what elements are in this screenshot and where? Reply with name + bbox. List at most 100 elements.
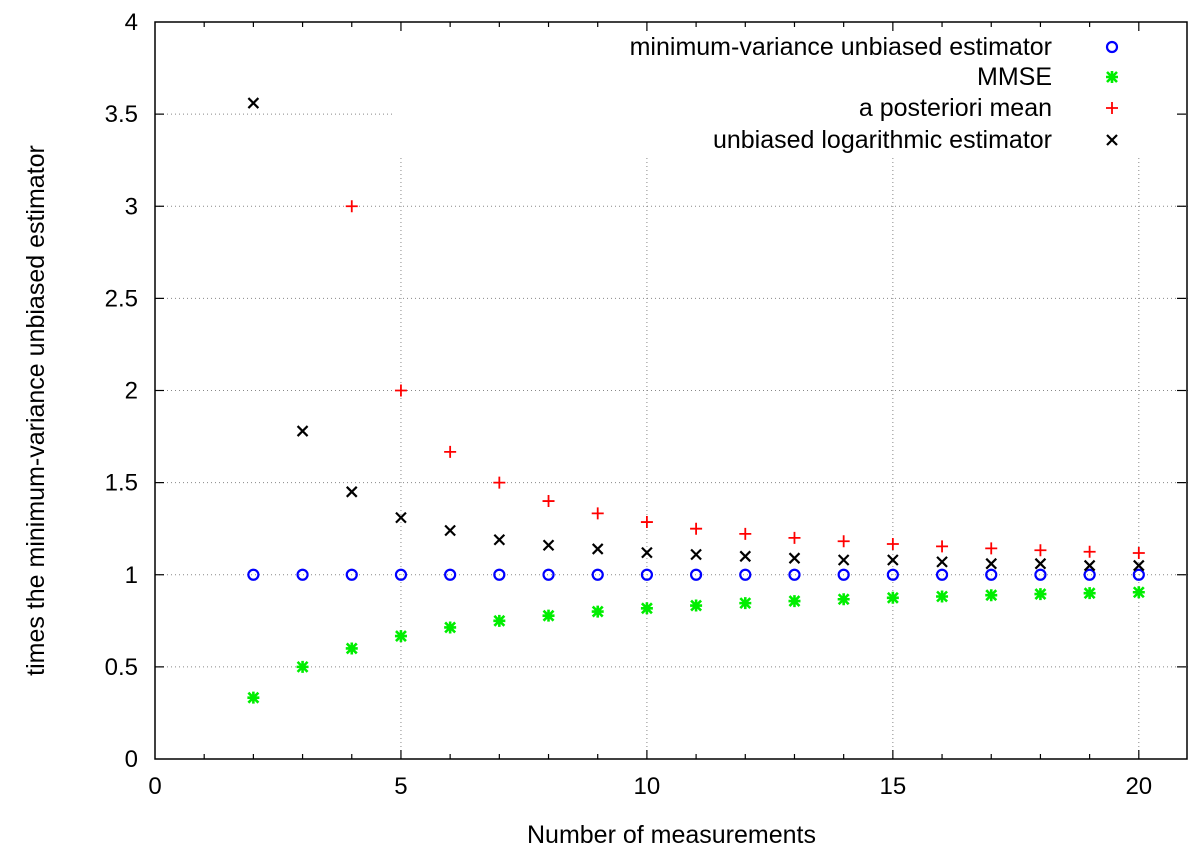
x-tick-label: 10 xyxy=(634,773,661,800)
x-tick-labels: 0 5 10 15 20 xyxy=(148,773,1152,800)
data-point xyxy=(985,589,998,602)
data-point xyxy=(444,524,456,537)
y-tick-label: 3.5 xyxy=(105,101,138,128)
y-tick-labels: 0 0.5 1 1.5 2 2.5 3 3.5 4 xyxy=(105,9,138,773)
data-point xyxy=(1034,588,1047,601)
data-point xyxy=(985,542,998,555)
data-point xyxy=(739,597,752,610)
y-tick-label: 1.5 xyxy=(105,470,138,497)
data-point xyxy=(1034,557,1047,570)
data-point xyxy=(886,537,899,550)
y-tick-label: 1 xyxy=(125,562,138,589)
data-point xyxy=(247,97,260,109)
data-point xyxy=(1132,568,1145,581)
data-point xyxy=(739,527,752,540)
data-point xyxy=(886,568,899,581)
data-point xyxy=(837,554,850,566)
data-point xyxy=(345,200,358,213)
data-point xyxy=(493,614,506,627)
data-point xyxy=(936,556,948,568)
data-point xyxy=(493,568,506,581)
series-0 xyxy=(247,568,1145,581)
data-point xyxy=(444,621,457,634)
legend-marker xyxy=(1105,40,1119,54)
y-tick-label: 2 xyxy=(125,378,138,405)
y-axis-title: times the minimum-variance unbiased esti… xyxy=(22,145,50,676)
data-point xyxy=(935,568,949,581)
series-2 xyxy=(345,200,1145,560)
x-tick-label: 0 xyxy=(148,773,161,800)
data-point xyxy=(837,568,850,581)
data-point xyxy=(689,568,703,581)
data-point xyxy=(1083,587,1096,600)
data-point xyxy=(345,568,358,581)
grid xyxy=(155,113,1188,759)
y-tick-label: 0.5 xyxy=(105,654,138,681)
data-point xyxy=(690,548,702,561)
data-point xyxy=(739,568,752,581)
data-point xyxy=(493,533,506,546)
data-point xyxy=(345,642,358,655)
data-point xyxy=(444,568,457,581)
data-point xyxy=(936,540,949,553)
data-point xyxy=(936,590,949,603)
legend-marker xyxy=(1106,71,1118,83)
data-point xyxy=(542,539,555,552)
data-point xyxy=(690,522,703,535)
legend-marker xyxy=(1106,102,1118,114)
y-tick-label: 3 xyxy=(125,193,138,220)
series-1 xyxy=(247,586,1145,704)
data-point xyxy=(1083,568,1096,581)
data-point xyxy=(394,384,407,397)
x-axis-title: Number of measurements xyxy=(527,821,816,849)
data-point xyxy=(690,599,703,612)
data-point xyxy=(542,568,555,581)
data-point xyxy=(788,568,801,581)
data-point xyxy=(296,660,309,673)
y-tick-label: 0 xyxy=(125,746,138,773)
data-point xyxy=(887,554,899,566)
data-point xyxy=(1034,544,1047,557)
data-point xyxy=(247,691,260,704)
data-point xyxy=(837,593,850,606)
data-point xyxy=(837,535,850,548)
data-point xyxy=(1083,545,1096,558)
data-point xyxy=(591,543,604,555)
data-point xyxy=(985,568,998,581)
legend-label: minimum-variance unbiased estimator xyxy=(630,33,1052,61)
data-point xyxy=(591,507,604,520)
data-point xyxy=(591,568,604,581)
legend-marker xyxy=(1106,134,1118,146)
data-markers xyxy=(247,97,1145,704)
data-point xyxy=(395,511,407,524)
data-point xyxy=(886,591,899,604)
y-tick-label: 2.5 xyxy=(105,285,138,312)
legend-label: unbiased logarithmic estimator xyxy=(713,126,1052,154)
data-point xyxy=(542,495,555,508)
data-point xyxy=(788,552,801,564)
data-point xyxy=(640,602,653,615)
data-point xyxy=(394,630,407,643)
data-point xyxy=(1132,547,1145,560)
data-point xyxy=(296,425,309,437)
data-point xyxy=(1132,586,1145,599)
x-tick-label: 20 xyxy=(1125,773,1152,800)
y-tick-label: 4 xyxy=(125,9,138,36)
data-point xyxy=(591,605,604,618)
data-point xyxy=(542,609,555,622)
series-3 xyxy=(247,97,1145,572)
data-point xyxy=(788,595,801,608)
data-point xyxy=(444,445,457,458)
data-point xyxy=(1133,559,1145,572)
legend-label: a posteriori mean xyxy=(859,94,1052,122)
data-point xyxy=(394,568,408,581)
data-point xyxy=(247,568,260,581)
data-point xyxy=(1034,568,1047,581)
data-point xyxy=(1083,559,1096,572)
axis-ticks xyxy=(155,22,1186,759)
data-point xyxy=(985,557,998,570)
data-point xyxy=(296,568,309,581)
x-tick-label: 15 xyxy=(880,773,907,800)
